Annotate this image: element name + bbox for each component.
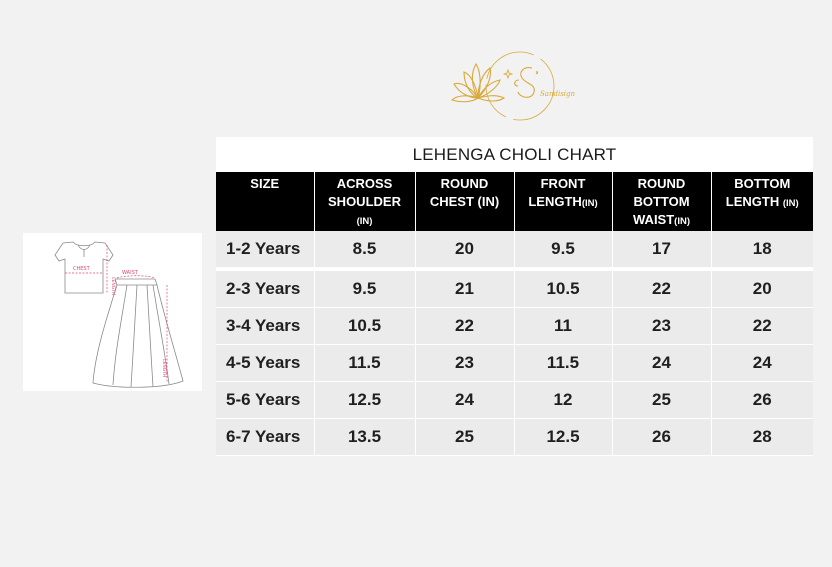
brand-logo: Sandisign	[448, 50, 588, 126]
measurement-cell: 20	[711, 269, 813, 308]
measurement-cell: 26	[612, 418, 712, 456]
column-header-text: BOTTOM	[734, 176, 791, 191]
measurement-cell: 22	[711, 307, 813, 345]
measurement-cell: 28	[711, 418, 813, 456]
measurement-cell: 22	[415, 307, 515, 345]
measurement-cell: 13.5	[314, 418, 416, 456]
column-header-text: ROUND	[637, 176, 686, 191]
column-header: ACROSS SHOULDER (IN)	[314, 172, 416, 231]
measurement-cell: 22	[612, 269, 712, 308]
table-row: 1-2 Years 8.5 20 9.5 17 18	[216, 231, 813, 271]
measurement-cell: 24	[711, 344, 813, 382]
column-header: BOTTOM LENGTH (IN)	[711, 172, 813, 231]
measurement-cell: 9.5	[514, 231, 613, 271]
table-header-row: SIZE ACROSS SHOULDER (IN) ROUND CHEST (IN) FRO…	[216, 172, 813, 231]
measurement-cell: 11.5	[314, 344, 416, 382]
measurement-cell: 12	[514, 381, 613, 419]
column-header-text: ACROSS	[336, 176, 393, 191]
measurement-cell: 11.5	[514, 344, 613, 382]
column-unit: (IN)	[581, 198, 598, 209]
size-cell: 6-7 Years	[216, 418, 315, 456]
column-header-text: WAIST	[633, 212, 675, 227]
column-header-text: FRONT	[540, 176, 586, 191]
measurement-cell: 18	[711, 231, 813, 271]
measurement-cell: 9.5	[314, 269, 416, 308]
svg-text:LENGTH: LENGTH	[110, 277, 116, 295]
column-header-text: SIZE	[250, 176, 280, 191]
svg-text:LENGTH: LENGTH	[161, 359, 167, 377]
measurement-cell: 17	[612, 231, 712, 271]
svg-text:WAIST: WAIST	[122, 270, 139, 276]
measurement-cell: 20	[415, 231, 515, 271]
measurement-cell: 21	[415, 269, 515, 308]
column-header-text: LENGTH	[725, 194, 783, 209]
measurement-cell: 25	[415, 418, 515, 456]
chart-title: LEHENGA CHOLI CHART	[216, 137, 813, 172]
column-unit: (IN)	[356, 216, 373, 227]
lotus-logo-icon: Sandisign	[450, 51, 576, 121]
size-cell: 2-3 Years	[216, 269, 315, 308]
svg-text:CHEST: CHEST	[73, 266, 91, 272]
column-header-text: BOTTOM	[633, 194, 690, 209]
table-row: 2-3 Years 9.5 21 10.5 22 20	[216, 269, 813, 308]
measurement-cell: 23	[612, 307, 712, 345]
column-header: SIZE	[216, 172, 315, 231]
measurement-cell: 24	[415, 381, 515, 419]
measurement-cell: 12.5	[314, 381, 416, 419]
size-cell: 1-2 Years	[216, 231, 315, 271]
column-header-text: SHOULDER	[328, 194, 401, 209]
svg-text:Sandisign: Sandisign	[540, 90, 576, 98]
size-cell: 4-5 Years	[216, 344, 315, 382]
measurement-cell: 10.5	[314, 307, 416, 345]
size-cell: 5-6 Years	[216, 381, 315, 419]
measurement-cell: 11	[514, 307, 613, 345]
measurement-cell: 10.5	[514, 269, 613, 308]
size-table: SIZE ACROSS SHOULDER (IN) ROUND CHEST (IN) FRO…	[216, 172, 813, 456]
measurement-cell: 12.5	[514, 418, 613, 456]
size-cell: 3-4 Years	[216, 307, 315, 345]
measurement-cell: 25	[612, 381, 712, 419]
column-header: FRONT LENGTH(IN)	[514, 172, 613, 231]
measurement-cell: 26	[711, 381, 813, 419]
lehenga-choli-sketch-icon: CHEST LENGTH WAIST LENGTH	[54, 241, 184, 388]
table-row: 6-7 Years 13.5 25 12.5 26 28	[216, 418, 813, 456]
measurement-diagram: CHEST LENGTH WAIST LENGTH	[23, 233, 202, 391]
table-row: 4-5 Years 11.5 23 11.5 24 24	[216, 344, 813, 382]
column-unit: (IN)	[674, 216, 690, 227]
measurement-cell: 23	[415, 344, 515, 382]
table-row: 5-6 Years 12.5 24 12 25 26	[216, 381, 813, 419]
measurement-cell: 24	[612, 344, 712, 382]
column-unit: (IN)	[782, 198, 799, 209]
column-header: ROUND BOTTOM WAIST(IN)	[612, 172, 712, 231]
column-header-text: ROUND	[440, 176, 489, 191]
size-chart: LEHENGA CHOLI CHART SIZE ACROSS SHOULDER (I…	[216, 137, 813, 456]
column-header-text: LENGTH	[528, 194, 582, 209]
measurement-cell: 8.5	[314, 231, 416, 271]
column-header-text: CHEST (IN)	[429, 194, 500, 209]
table-body: 1-2 Years 8.5 20 9.5 17 18 2-3 Years 9.5 21 10.5 2…	[216, 231, 813, 456]
column-header: ROUND CHEST (IN)	[415, 172, 515, 231]
table-row: 3-4 Years 10.5 22 11 23 22	[216, 307, 813, 345]
